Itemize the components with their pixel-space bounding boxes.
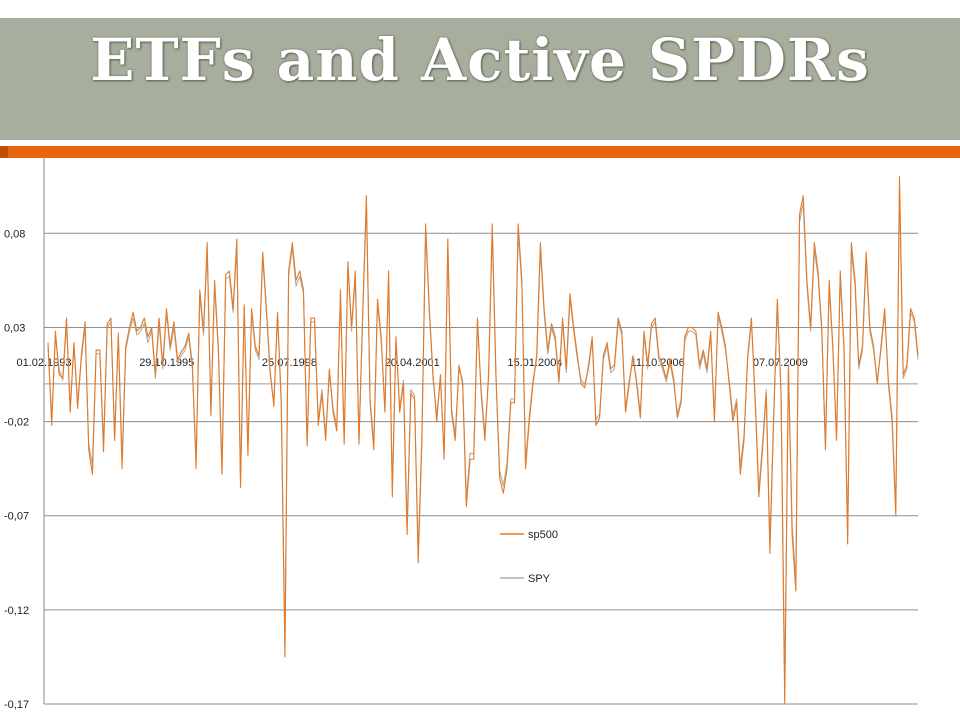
line-chart: 0,08 0,03 -0,02 -0,07 -0,12 -0,17 01.02.1993 2…: [4, 158, 919, 711]
x-tick-label: 20.04.2001: [385, 357, 440, 369]
slide-title: ETFs and Active SPDRs: [90, 26, 870, 94]
y-tick-label: -0,02: [4, 417, 29, 429]
x-tick-labels: 01.02.1993 29.10.1995 25.07.1998 20.04.2001…: [16, 357, 807, 369]
title-divider: [0, 140, 960, 144]
chart-legend: sp500 SPY: [500, 529, 558, 585]
title-band: [0, 18, 960, 140]
y-tick-label: -0,12: [4, 605, 29, 617]
y-tick-label: -0,07: [4, 511, 29, 523]
x-tick-label: 11.10.2006: [631, 357, 685, 369]
legend-label-sp500: sp500: [528, 529, 558, 541]
accent-bar-corner: [0, 146, 8, 158]
series-line-sp500: [47, 176, 919, 705]
y-tick-label: -0,17: [4, 699, 29, 711]
accent-bar: [0, 146, 960, 158]
y-tick-label: 0,08: [4, 228, 25, 240]
series-lines: [47, 176, 919, 705]
legend-label-spy: SPY: [528, 573, 551, 585]
y-tick-label: 0,03: [4, 322, 25, 334]
y-tick-labels: 0,08 0,03 -0,02 -0,07 -0,12 -0,17: [4, 228, 29, 711]
x-tick-label: 29.10.1995: [139, 357, 194, 369]
y-gridlines: [43, 158, 918, 705]
x-tick-label: 15.01.2004: [507, 357, 562, 369]
